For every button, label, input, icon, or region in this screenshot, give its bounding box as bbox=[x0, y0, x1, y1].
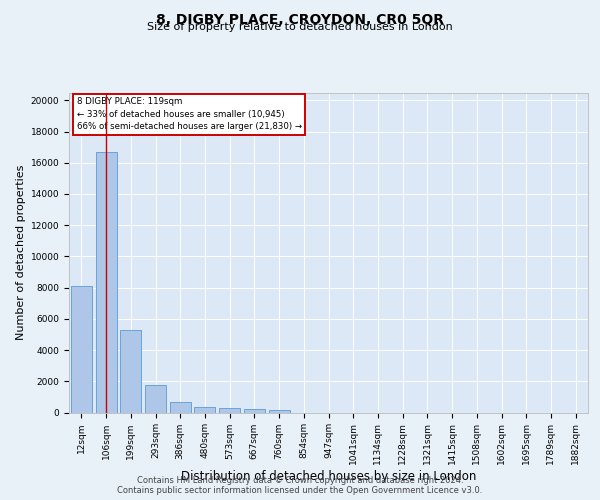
Bar bbox=[219, 408, 240, 412]
Text: Size of property relative to detached houses in London: Size of property relative to detached ho… bbox=[147, 22, 453, 32]
Bar bbox=[269, 410, 290, 412]
Bar bbox=[244, 409, 265, 412]
Text: Contains public sector information licensed under the Open Government Licence v3: Contains public sector information licen… bbox=[118, 486, 482, 495]
Y-axis label: Number of detached properties: Number of detached properties bbox=[16, 165, 26, 340]
Text: 8, DIGBY PLACE, CROYDON, CR0 5QR: 8, DIGBY PLACE, CROYDON, CR0 5QR bbox=[156, 12, 444, 26]
Bar bbox=[71, 286, 92, 412]
Text: 8 DIGBY PLACE: 119sqm
← 33% of detached houses are smaller (10,945)
66% of semi-: 8 DIGBY PLACE: 119sqm ← 33% of detached … bbox=[77, 98, 302, 132]
Text: Contains HM Land Registry data © Crown copyright and database right 2024.: Contains HM Land Registry data © Crown c… bbox=[137, 476, 463, 485]
Bar bbox=[95, 152, 116, 412]
Bar bbox=[170, 402, 191, 412]
Bar bbox=[120, 330, 141, 412]
Bar bbox=[194, 407, 215, 412]
Bar bbox=[145, 385, 166, 412]
X-axis label: Distribution of detached houses by size in London: Distribution of detached houses by size … bbox=[181, 470, 476, 483]
